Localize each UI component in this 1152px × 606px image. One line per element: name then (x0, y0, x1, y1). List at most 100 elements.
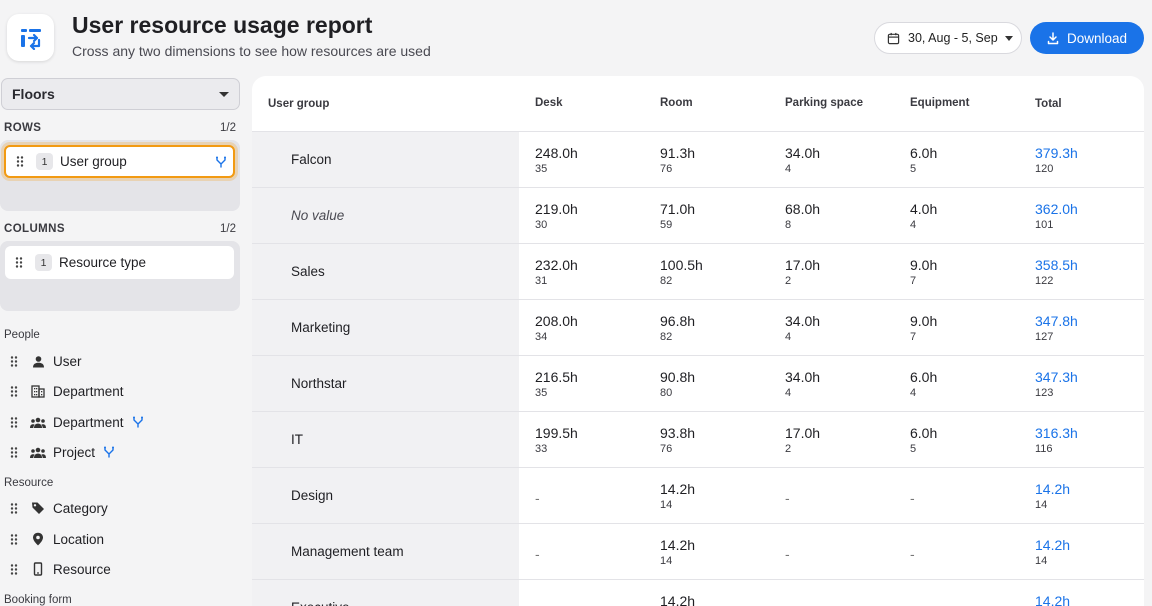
hours-value: 6.0h (910, 425, 938, 441)
download-icon (1047, 31, 1059, 45)
hours-value: 347.3h (1035, 369, 1078, 385)
value-cell: 216.5h 35 (535, 369, 578, 400)
table-row[interactable]: Sales 232.0h 31 100.5h 82 17.0h 2 9.0h 7 358.5h 12… (252, 244, 1144, 300)
total-cell[interactable]: 14.2h 14 (1035, 537, 1070, 568)
columns-pill-resource-type[interactable]: 1 Resource type (5, 246, 234, 279)
table-row[interactable]: Northstar 216.5h 35 90.8h 80 34.0h 4 6.0h 4 347.3… (252, 356, 1144, 412)
calendar-icon (887, 32, 900, 45)
value-cell: 219.0h 30 (535, 201, 578, 232)
row-label: IT (291, 432, 303, 447)
hours-value: 68.0h (785, 201, 821, 217)
value-cell: 4.0h 4 (910, 201, 937, 232)
report-logo-icon (20, 28, 41, 50)
column-header-user-group[interactable]: User group (268, 98, 330, 110)
table-row[interactable]: No value 219.0h 30 71.0h 59 68.0h 8 4.0h 4 362.0h… (252, 188, 1144, 244)
group-label-people: People (4, 329, 40, 341)
total-cell[interactable]: 347.8h 127 (1035, 313, 1078, 344)
booking-count: 76 (660, 443, 673, 455)
row-divider (252, 299, 1144, 300)
booking-count: 4 (785, 331, 792, 343)
booking-count: 5 (910, 163, 917, 175)
booking-count: 123 (1035, 387, 1054, 399)
merge-icon (103, 446, 115, 458)
value-cell: 34.0h 4 (785, 313, 820, 344)
pill-label: Resource type (59, 255, 147, 270)
drag-handle-icon[interactable] (10, 502, 18, 514)
booking-count: 4 (785, 387, 792, 399)
drag-handle-icon[interactable] (16, 156, 24, 167)
booking-count: 82 (660, 275, 673, 287)
row-label-cell (252, 132, 519, 188)
row-label-cell (252, 524, 519, 580)
table-row[interactable]: IT 199.5h 33 93.8h 76 17.0h 2 6.0h 5 316.3h 116 (252, 412, 1144, 468)
total-cell[interactable]: 316.3h 116 (1035, 425, 1078, 456)
drag-handle-icon[interactable] (10, 355, 18, 367)
booking-count: 14 (1035, 555, 1048, 567)
booking-count: 59 (660, 219, 673, 231)
table-row[interactable]: Design - 14.2h 14 - - 14.2h 14 (252, 468, 1144, 524)
hours-value: 90.8h (660, 369, 696, 385)
table-row[interactable]: Falcon 248.0h 35 91.3h 76 34.0h 4 6.0h 5 379.3h 12… (252, 132, 1144, 188)
dimension-department[interactable]: Department (10, 380, 124, 402)
dimension-location[interactable]: Location (10, 528, 104, 550)
drag-handle-icon[interactable] (10, 563, 18, 575)
hours-value: 34.0h (785, 313, 821, 329)
dimension-label: Department (53, 383, 124, 399)
hours-value: 379.3h (1035, 145, 1078, 161)
row-label: Sales (291, 264, 325, 279)
table-row[interactable]: Management team - 14.2h 14 - - 14.2h 14 (252, 524, 1144, 580)
column-header-parking-space[interactable]: Parking space (785, 97, 863, 109)
drag-handle-icon[interactable] (10, 533, 18, 545)
dimension-resource[interactable]: Resource (10, 558, 111, 580)
person-icon (30, 353, 46, 369)
value-cell: 100.5h 82 (660, 257, 703, 288)
column-header-total[interactable]: Total (1035, 98, 1062, 110)
download-button[interactable]: Download (1030, 22, 1144, 54)
value-cell: 91.3h 76 (660, 145, 695, 176)
download-label: Download (1066, 30, 1128, 46)
total-cell[interactable]: 362.0h 101 (1035, 201, 1078, 232)
drag-handle-icon[interactable] (15, 257, 23, 268)
value-cell: 248.0h 35 (535, 145, 578, 176)
value-cell: 34.0h 4 (785, 369, 820, 400)
hours-value: 14.2h (660, 481, 696, 497)
dimension-label: Location (53, 531, 105, 547)
hours-value: 96.8h (660, 313, 696, 329)
columns-section-label: COLUMNS (4, 223, 65, 235)
group-label-resource: Resource (4, 477, 54, 489)
hours-value: 9.0h (910, 257, 938, 273)
table-row[interactable]: Executive 14.2h 14.2h (252, 580, 1144, 606)
column-header-equipment[interactable]: Equipment (910, 97, 970, 109)
dimension-user[interactable]: User (10, 350, 82, 372)
dimension-label: Department (53, 414, 124, 430)
value-cell: 9.0h 7 (910, 257, 937, 288)
row-label: Falcon (291, 152, 332, 167)
empty-cell: - (910, 546, 915, 562)
column-header-desk[interactable]: Desk (535, 97, 563, 109)
booking-count: 82 (660, 331, 673, 343)
drag-handle-icon[interactable] (10, 446, 18, 458)
value-cell: 6.0h 5 (910, 145, 937, 176)
total-cell[interactable]: 14.2h 14 (1035, 481, 1070, 512)
total-cell[interactable]: 347.3h 123 (1035, 369, 1078, 400)
floors-select[interactable]: Floors (1, 78, 240, 110)
dimension-category[interactable]: Category (10, 497, 108, 519)
total-cell[interactable]: 14.2h (1035, 593, 1070, 606)
total-cell[interactable]: 358.5h 122 (1035, 257, 1078, 288)
drag-handle-icon[interactable] (10, 385, 18, 397)
rows-pill-user-group[interactable]: 1 User group (4, 145, 235, 178)
table-row[interactable]: Marketing 208.0h 34 96.8h 82 34.0h 4 9.0h 7 347.8… (252, 300, 1144, 356)
column-header-room[interactable]: Room (660, 97, 693, 109)
hours-value: 71.0h (660, 201, 696, 217)
drag-handle-icon[interactable] (10, 416, 18, 428)
booking-count: 2 (785, 443, 792, 455)
row-divider (252, 579, 1144, 580)
dimension-department-group[interactable]: Department (10, 411, 144, 433)
value-cell: 90.8h 80 (660, 369, 695, 400)
total-cell[interactable]: 379.3h 120 (1035, 145, 1078, 176)
row-label-cell (252, 412, 519, 468)
dimension-project[interactable]: Project (10, 441, 115, 463)
date-range-picker[interactable]: 30, Aug - 5, Sep (874, 22, 1022, 54)
value-cell: 93.8h 76 (660, 425, 695, 456)
hours-value: 14.2h (1035, 593, 1071, 606)
